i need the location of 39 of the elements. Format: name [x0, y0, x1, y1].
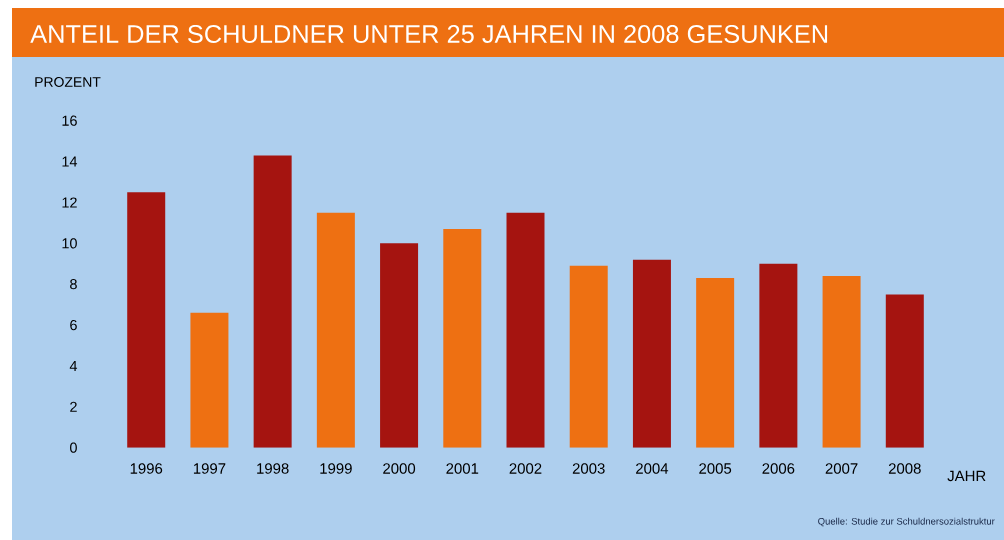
- bar: [759, 263, 798, 448]
- x-tick-label: 2001: [446, 463, 479, 474]
- x-tick-label: 2002: [509, 463, 542, 474]
- bar: [885, 294, 924, 448]
- bar: [380, 243, 419, 448]
- y-tick-label: 0: [70, 442, 77, 453]
- bar: [569, 265, 608, 448]
- x-tick-label: 2007: [825, 463, 858, 474]
- y-tick-label: 12: [62, 197, 77, 208]
- chart-title: ANTEIL DER SCHULDNER UNTER 25 JAHREN IN 2008 GESUNKEN: [30, 25, 828, 43]
- y-tick-label: 10: [62, 238, 77, 249]
- bar: [506, 212, 545, 448]
- y-tick-label: 14: [62, 156, 78, 167]
- y-tick-label: 6: [70, 319, 77, 331]
- bar: [316, 212, 355, 448]
- x-tick-label: 1998: [257, 463, 289, 474]
- x-tick-label: 2000: [383, 463, 416, 474]
- x-tick-label: 2006: [762, 463, 795, 474]
- bar: [822, 276, 861, 448]
- x-tick-label: 1997: [193, 463, 226, 474]
- x-tick-label: 2008: [888, 463, 921, 474]
- x-axis-title: JAHR: [947, 470, 986, 482]
- x-tick-label: 2003: [572, 463, 605, 474]
- x-tick-label: 1996: [130, 463, 163, 474]
- bar: [190, 312, 229, 448]
- y-tick-label: 8: [70, 279, 77, 290]
- x-tick-label: 1999: [320, 463, 352, 474]
- x-tick-label: 2004: [636, 463, 669, 474]
- y-axis-title: PROZENT: [35, 77, 101, 87]
- y-tick-label: 4: [69, 360, 78, 371]
- bar: [253, 155, 292, 448]
- bar: [127, 192, 166, 448]
- source-note: Quelle: Studie zur Schuldnersozialstruktur: [818, 517, 995, 527]
- x-tick-label: 2005: [699, 463, 732, 474]
- bar: [696, 278, 735, 448]
- bar: [443, 229, 482, 448]
- y-tick-label: 2: [70, 401, 77, 412]
- bar: [632, 259, 671, 448]
- y-tick-label: 16: [62, 115, 77, 126]
